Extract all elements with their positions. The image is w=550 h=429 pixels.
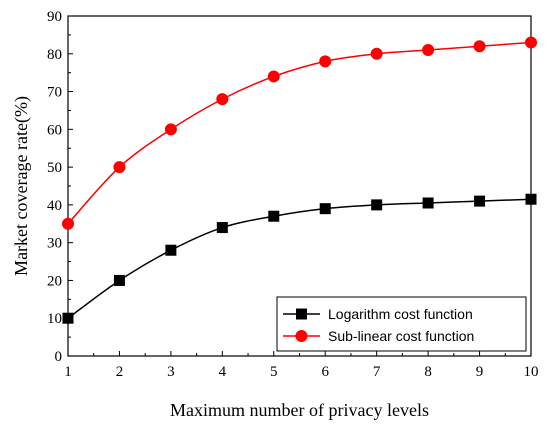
y-tick-label: 40 xyxy=(47,198,62,214)
y-tick-label: 90 xyxy=(47,9,62,25)
data-point xyxy=(422,197,434,209)
data-point xyxy=(62,217,74,230)
y-tick-label: 70 xyxy=(47,85,62,101)
data-point xyxy=(319,55,332,68)
series-line xyxy=(67,41,532,225)
y-axis-title: Market coverage rate(%) xyxy=(11,96,32,276)
data-point xyxy=(525,36,537,49)
x-tick-label: 4 xyxy=(219,364,227,380)
y-tick-label: 50 xyxy=(47,160,62,176)
data-point xyxy=(319,203,331,215)
x-tick-label: 10 xyxy=(524,364,539,380)
x-axis-title: Maximum number of privacy levels xyxy=(170,400,429,420)
x-tick-label: 2 xyxy=(116,364,124,380)
y-tick-label: 0 xyxy=(55,349,63,365)
series-line xyxy=(67,198,532,319)
legend-box xyxy=(276,296,527,352)
data-point xyxy=(113,161,126,174)
data-point xyxy=(267,70,280,83)
y-tick-label: 80 xyxy=(47,47,62,63)
series-sub-linear xyxy=(62,36,537,230)
legend-swatch-marker xyxy=(295,330,308,342)
data-point xyxy=(113,274,125,286)
data-point xyxy=(164,123,177,136)
y-tick-label: 60 xyxy=(47,122,62,138)
series-logarithm xyxy=(62,193,537,324)
legend-label: Logarithm cost function xyxy=(328,306,473,322)
data-point xyxy=(371,199,383,211)
data-point xyxy=(268,210,280,222)
data-point xyxy=(473,40,486,53)
y-tick-label: 30 xyxy=(47,236,62,252)
legend-label: Sub-linear cost function xyxy=(328,328,474,344)
x-tick-label: 9 xyxy=(476,364,484,380)
x-tick-label: 5 xyxy=(270,364,278,380)
data-point xyxy=(370,47,383,60)
data-point xyxy=(525,193,537,205)
y-tick-label: 20 xyxy=(47,273,62,289)
x-tick-label: 3 xyxy=(167,364,175,380)
y-axis: 0 10 20 30 40 50 60 70 80 90 xyxy=(47,9,73,365)
x-tick-label: 1 xyxy=(64,364,72,380)
data-point xyxy=(165,244,177,256)
data-point xyxy=(62,312,74,324)
y-tick-label: 10 xyxy=(47,311,62,327)
data-point xyxy=(216,93,229,106)
legend: Logarithm cost function Sub-linear cost f… xyxy=(276,296,527,352)
data-point xyxy=(474,195,486,207)
x-tick-label: 8 xyxy=(424,364,432,380)
x-axis: 1 2 3 4 5 6 7 8 9 10 xyxy=(64,351,539,380)
legend-swatch-marker xyxy=(296,308,307,320)
data-point xyxy=(422,44,435,56)
x-tick-label: 6 xyxy=(321,364,329,380)
x-tick-label: 7 xyxy=(373,364,381,380)
series-layer xyxy=(62,36,537,324)
data-point xyxy=(216,222,228,234)
